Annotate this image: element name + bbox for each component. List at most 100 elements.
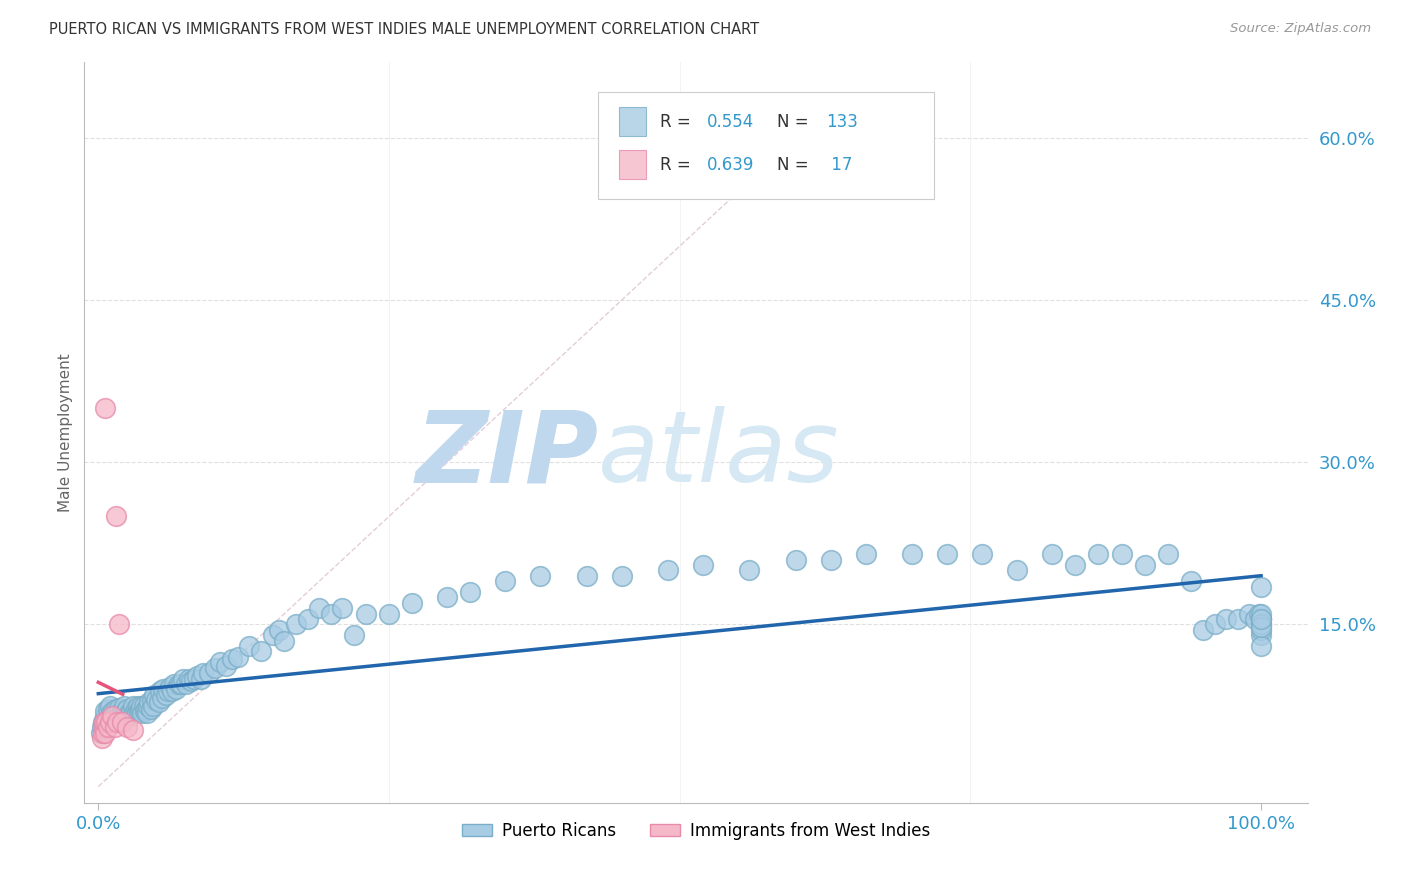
Text: 0.639: 0.639: [707, 155, 755, 174]
Point: [204, 661, 226, 675]
Point: [142, 698, 165, 713]
Point: [1250, 612, 1272, 626]
Point: [354, 607, 377, 621]
Legend: Puerto Ricans, Immigrants from West Indies: Puerto Ricans, Immigrants from West Indi…: [456, 815, 936, 847]
Point: [1204, 617, 1226, 632]
Point: [1064, 558, 1087, 572]
Point: [129, 702, 152, 716]
Point: [149, 684, 172, 698]
Point: [125, 706, 148, 720]
Text: Source: ZipAtlas.com: Source: ZipAtlas.com: [1230, 22, 1371, 36]
Point: [114, 709, 136, 723]
Point: [186, 669, 208, 683]
Point: [150, 690, 173, 705]
Point: [401, 596, 423, 610]
Point: [180, 673, 202, 688]
Text: 17: 17: [825, 155, 852, 174]
Point: [1250, 617, 1272, 632]
Point: [970, 547, 993, 561]
Point: [197, 666, 219, 681]
Point: [105, 714, 128, 729]
Text: PUERTO RICAN VS IMMIGRANTS FROM WEST INDIES MALE UNEMPLOYMENT CORRELATION CHART: PUERTO RICAN VS IMMIGRANTS FROM WEST IND…: [49, 22, 759, 37]
Point: [343, 628, 366, 642]
Point: [96, 714, 118, 729]
Text: R =: R =: [661, 112, 696, 130]
Point: [136, 698, 159, 713]
Point: [104, 702, 127, 716]
Point: [115, 704, 138, 718]
Point: [97, 720, 120, 734]
Point: [575, 569, 598, 583]
Point: [97, 717, 120, 731]
Point: [319, 607, 342, 621]
Point: [124, 702, 146, 716]
FancyBboxPatch shape: [598, 92, 935, 200]
Y-axis label: Male Unemployment: Male Unemployment: [58, 353, 73, 512]
Point: [104, 709, 127, 723]
Point: [94, 709, 117, 723]
Text: 0.554: 0.554: [707, 112, 754, 130]
Point: [297, 612, 319, 626]
Point: [738, 563, 761, 577]
Point: [100, 706, 122, 720]
Point: [157, 684, 180, 698]
Point: [1250, 612, 1272, 626]
Point: [855, 547, 877, 561]
Point: [215, 658, 238, 673]
Point: [1157, 547, 1180, 561]
Point: [127, 698, 149, 713]
Point: [167, 677, 190, 691]
Text: N =: N =: [776, 112, 814, 130]
Point: [1192, 623, 1215, 637]
Point: [132, 698, 155, 713]
Point: [93, 714, 115, 729]
Point: [221, 652, 243, 666]
Point: [128, 704, 150, 718]
Point: [90, 720, 112, 734]
Point: [120, 704, 142, 718]
Point: [96, 720, 118, 734]
Point: [110, 714, 132, 729]
Point: [692, 558, 714, 572]
Point: [267, 623, 290, 637]
Point: [117, 720, 139, 734]
Point: [94, 725, 117, 739]
FancyBboxPatch shape: [619, 107, 645, 136]
Point: [273, 633, 295, 648]
Point: [238, 639, 260, 653]
Point: [183, 672, 205, 686]
Point: [108, 617, 131, 632]
Point: [155, 688, 177, 702]
Point: [1250, 628, 1272, 642]
Point: [122, 698, 145, 713]
Point: [1226, 612, 1249, 626]
Point: [141, 693, 163, 707]
Point: [460, 585, 482, 599]
Point: [529, 569, 551, 583]
Point: [1244, 612, 1267, 626]
Point: [124, 706, 146, 720]
Point: [1087, 547, 1109, 561]
Point: [332, 601, 354, 615]
Point: [165, 682, 187, 697]
Point: [108, 700, 131, 714]
Point: [191, 666, 214, 681]
Point: [136, 706, 159, 720]
Point: [378, 607, 401, 621]
Point: [901, 547, 924, 561]
Point: [1250, 617, 1272, 632]
Point: [1250, 623, 1272, 637]
Point: [163, 677, 186, 691]
Point: [93, 714, 115, 729]
Point: [1250, 580, 1272, 594]
Point: [250, 644, 273, 658]
Point: [1250, 619, 1272, 633]
Point: [91, 725, 114, 739]
Point: [494, 574, 516, 589]
Point: [785, 552, 807, 566]
Point: [143, 688, 166, 702]
Point: [174, 677, 197, 691]
Point: [820, 552, 842, 566]
Point: [98, 698, 121, 713]
Point: [138, 695, 160, 709]
